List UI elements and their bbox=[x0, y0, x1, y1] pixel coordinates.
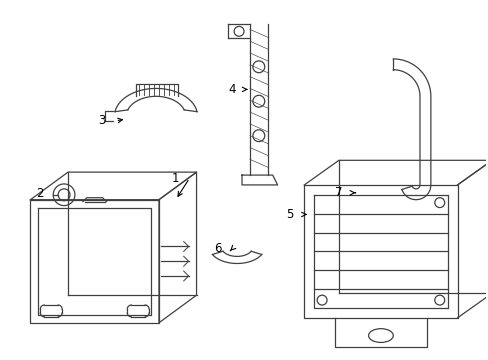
Text: 7: 7 bbox=[334, 186, 342, 199]
Text: 2: 2 bbox=[37, 187, 44, 200]
Text: 5: 5 bbox=[285, 208, 293, 221]
Text: 3: 3 bbox=[98, 114, 105, 127]
Text: 6: 6 bbox=[214, 242, 222, 255]
Text: 4: 4 bbox=[228, 83, 235, 96]
Text: 1: 1 bbox=[172, 171, 179, 185]
